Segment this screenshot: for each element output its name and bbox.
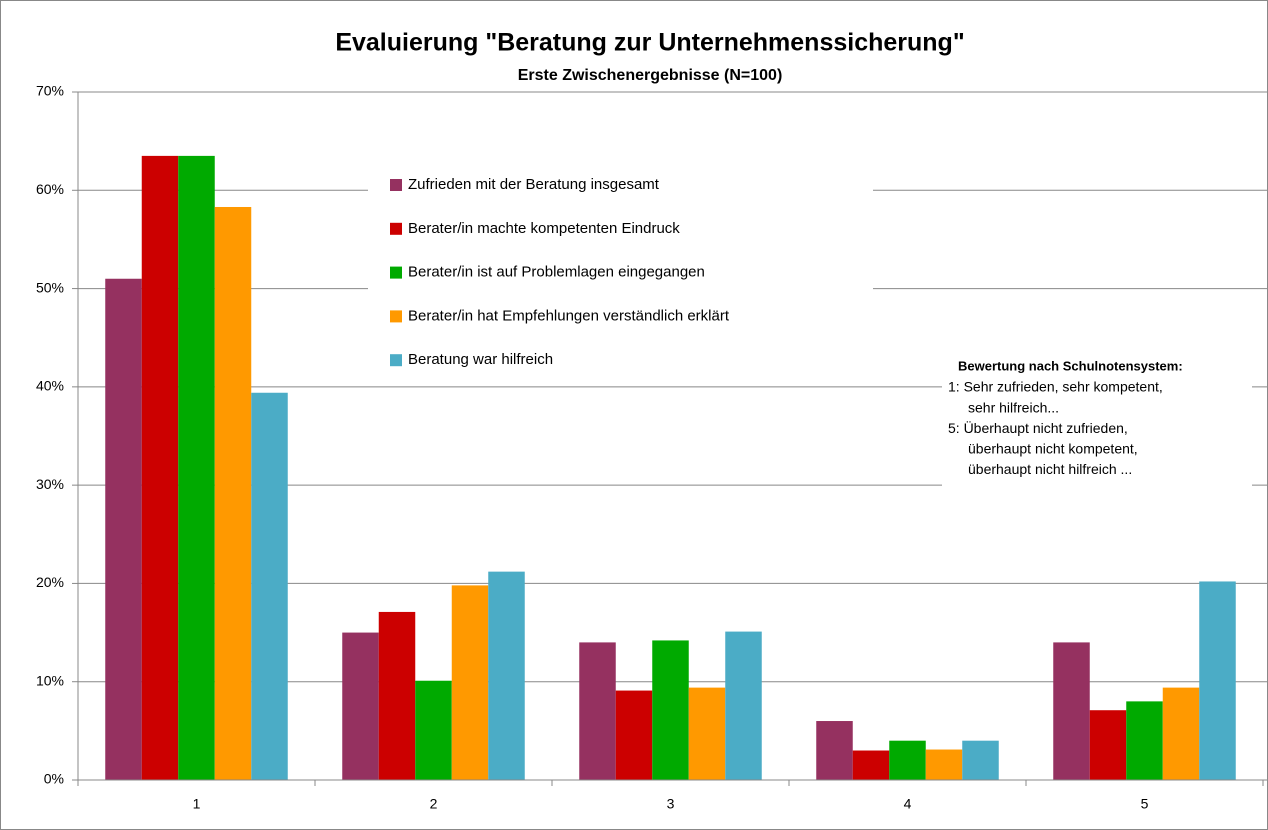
bar	[725, 631, 762, 780]
bar	[178, 155, 215, 780]
bar	[214, 206, 252, 781]
bar	[889, 740, 926, 780]
bar	[451, 585, 489, 780]
legend-label: Berater/in ist auf Problemlagen eingegan…	[408, 264, 705, 281]
legend-swatch	[390, 354, 402, 367]
y-tick-label: 30%	[36, 476, 64, 492]
legend-label: Beratung war hilfreich	[408, 351, 553, 368]
bar	[1162, 687, 1200, 780]
annotation-text: 1: Sehr zufrieden, sehr kompetent,	[948, 379, 1163, 395]
bar	[415, 680, 452, 780]
bar	[1089, 710, 1127, 780]
bar	[688, 687, 726, 780]
legend-swatch	[390, 179, 402, 191]
bar	[342, 632, 379, 780]
bar	[1126, 701, 1163, 780]
annotation-box	[942, 352, 1252, 502]
bar	[251, 392, 288, 780]
x-tick-label: 5	[1141, 796, 1149, 812]
x-tick-label: 2	[430, 796, 438, 812]
bar	[378, 611, 416, 780]
y-tick-label: 50%	[36, 279, 64, 295]
y-tick-label: 0%	[44, 771, 64, 787]
legend-label: Berater/in hat Empfehlungen verständlich…	[408, 307, 730, 324]
bar	[1199, 581, 1236, 780]
annotation-text: sehr hilfreich...	[968, 399, 1059, 415]
legend-swatch	[390, 266, 402, 279]
x-tick-label: 4	[904, 796, 912, 812]
annotation-text: überhaupt nicht kompetent,	[968, 441, 1138, 457]
bar	[105, 278, 142, 780]
bar	[816, 721, 853, 780]
legend-swatch	[390, 310, 402, 323]
bar	[925, 749, 963, 780]
bar	[488, 571, 525, 780]
bar	[652, 640, 689, 780]
legend-box	[368, 165, 873, 380]
chart-subtitle: Erste Zwischenergebnisse (N=100)	[518, 67, 783, 84]
annotation-title: Bewertung nach Schulnotensystem:	[958, 358, 1183, 373]
chart-title: Evaluierung "Beratung zur Unternehmenssi…	[335, 29, 964, 57]
y-tick-label: 70%	[36, 83, 64, 99]
bar	[579, 642, 616, 780]
bar	[141, 155, 179, 780]
bar	[962, 740, 999, 780]
annotation-text: 5: Überhaupt nicht zufrieden,	[948, 419, 1128, 436]
bar	[615, 690, 653, 780]
legend-swatch	[390, 222, 402, 235]
bar	[852, 750, 890, 780]
y-tick-label: 20%	[36, 574, 64, 590]
annotation-text: überhaupt nicht hilfreich ...	[968, 461, 1132, 477]
y-tick-label: 10%	[36, 672, 64, 688]
legend-label: Zufrieden mit der Beratung insgesamt	[408, 176, 660, 193]
y-tick-label: 40%	[36, 378, 64, 394]
legend-label: Berater/in machte kompetenten Eindruck	[408, 220, 680, 237]
bar	[1053, 642, 1090, 780]
y-tick-label: 60%	[36, 181, 64, 197]
x-tick-label: 1	[193, 796, 201, 812]
x-tick-label: 3	[667, 796, 675, 812]
